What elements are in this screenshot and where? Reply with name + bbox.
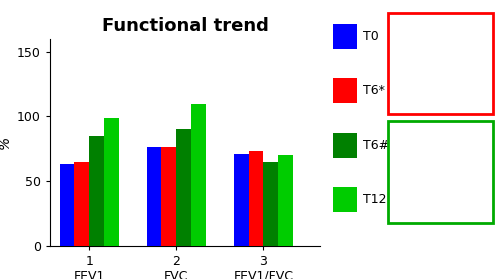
Title: Functional trend: Functional trend [102,17,268,35]
Y-axis label: %: % [0,136,12,149]
Bar [176,129,191,246]
Text: T6#: T6# [362,139,388,151]
Bar [89,136,104,246]
Text: Benralizumab: Benralizumab [399,166,481,179]
Bar [264,162,278,246]
Text: T6*: T6* [362,84,384,97]
Bar [60,164,74,246]
Text: Mepolizumab: Mepolizumab [400,57,479,70]
Text: T12: T12 [362,193,386,206]
Text: T0: T0 [362,30,378,43]
Bar [146,147,162,246]
Bar [278,155,293,246]
Bar [234,154,248,246]
Bar [248,151,264,246]
Bar [74,162,89,246]
Bar [162,147,176,246]
Bar [104,118,119,246]
Bar [191,104,206,246]
